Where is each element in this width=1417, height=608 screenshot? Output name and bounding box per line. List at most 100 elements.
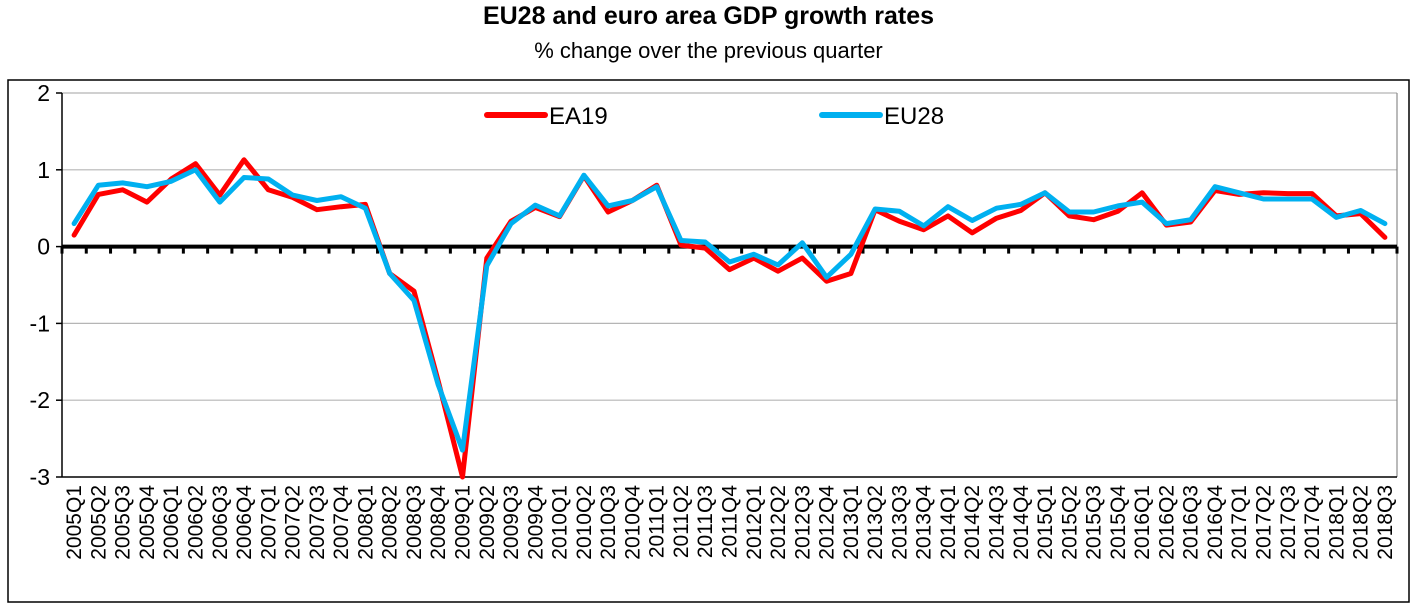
x-tick-mark: [376, 246, 380, 254]
x-tick-mark: [982, 246, 986, 254]
x-tick-mark: [1298, 246, 1302, 254]
x-tick-label: 2014Q4: [1010, 485, 1033, 560]
x-tick-mark: [1225, 246, 1229, 254]
x-tick-label: 2018Q1: [1325, 485, 1348, 560]
y-tick-label: -2: [30, 387, 50, 413]
x-tick-mark: [1322, 246, 1326, 254]
x-tick-label: 2007Q1: [257, 485, 280, 560]
x-tick-mark: [788, 246, 792, 254]
x-tick-mark: [837, 246, 841, 254]
y-tick-label: 1: [37, 157, 50, 183]
x-tick-label: 2012Q3: [791, 485, 814, 560]
x-tick-mark: [570, 246, 574, 254]
x-tick-mark: [400, 246, 404, 254]
x-tick-mark: [60, 246, 64, 254]
x-tick-mark: [1201, 246, 1205, 254]
x-tick-label: 2018Q2: [1350, 485, 1373, 560]
x-tick-label: 2016Q4: [1204, 485, 1227, 560]
x-tick-label: 2009Q1: [452, 485, 475, 560]
x-tick-mark: [473, 246, 477, 254]
chart-title: EU28 and euro area GDP growth rates: [482, 2, 935, 30]
x-tick-mark: [448, 246, 452, 254]
x-tick-mark: [885, 246, 889, 254]
x-tick-label: 2010Q1: [549, 485, 572, 560]
x-tick-label: 2013Q4: [913, 485, 936, 560]
x-tick-label: 2013Q3: [888, 485, 911, 560]
x-tick-mark: [643, 246, 647, 254]
x-tick-label: 2015Q2: [1058, 485, 1081, 560]
x-tick-label: 2005Q2: [87, 485, 110, 560]
x-tick-mark: [1249, 246, 1253, 254]
x-tick-mark: [1274, 246, 1278, 254]
x-tick-label: 2013Q1: [840, 485, 863, 560]
x-tick-mark: [1104, 246, 1108, 254]
x-tick-label: 2011Q2: [670, 485, 693, 558]
x-tick-mark: [157, 246, 161, 254]
x-tick-mark: [351, 246, 355, 254]
x-tick-label: 2012Q2: [767, 485, 790, 560]
x-tick-mark: [206, 246, 210, 254]
x-tick-label: 2010Q4: [621, 485, 644, 560]
x-tick-label: 2017Q4: [1301, 485, 1324, 560]
x-tick-label: 2007Q4: [330, 485, 353, 560]
x-tick-label: 2006Q2: [185, 485, 208, 560]
x-tick-mark: [424, 246, 428, 254]
x-tick-label: 2005Q1: [63, 485, 86, 560]
x-tick-mark: [181, 246, 185, 254]
x-tick-label: 2014Q2: [961, 485, 984, 560]
x-tick-mark: [958, 246, 962, 254]
x-tick-label: 2007Q2: [282, 485, 305, 560]
x-tick-mark: [327, 246, 331, 254]
x-tick-label: 2017Q1: [1228, 485, 1251, 560]
x-tick-mark: [740, 246, 744, 254]
x-tick-mark: [594, 246, 598, 254]
x-tick-label: 2010Q3: [597, 485, 620, 560]
x-tick-label: 2006Q3: [209, 485, 232, 560]
x-tick-label: 2013Q2: [864, 485, 887, 560]
x-tick-mark: [1055, 246, 1059, 254]
x-tick-mark: [109, 246, 113, 254]
x-tick-label: 2015Q3: [1083, 485, 1106, 560]
x-tick-label: 2009Q4: [524, 485, 547, 560]
x-tick-mark: [934, 246, 938, 254]
x-tick-label: 2006Q1: [160, 485, 183, 560]
x-tick-label: 2006Q4: [233, 485, 256, 560]
x-tick-mark: [1152, 246, 1156, 254]
x-tick-label: 2018Q3: [1374, 485, 1397, 560]
x-tick-label: 2012Q4: [816, 485, 839, 560]
x-tick-mark: [1346, 246, 1350, 254]
x-tick-mark: [1079, 246, 1083, 254]
legend-label-ea19: EA19: [549, 103, 608, 130]
x-tick-mark: [545, 246, 549, 254]
x-tick-mark: [1371, 246, 1375, 254]
x-tick-label: 2007Q3: [306, 485, 329, 560]
x-tick-mark: [691, 246, 695, 254]
x-tick-mark: [84, 246, 88, 254]
x-tick-label: 2009Q3: [500, 485, 523, 560]
x-tick-label: 2014Q3: [986, 485, 1009, 560]
legend-label-eu28: EU28: [884, 103, 944, 130]
x-tick-label: 2016Q3: [1180, 485, 1203, 560]
x-tick-label: 2005Q3: [112, 485, 135, 560]
x-tick-label: 2008Q3: [403, 485, 426, 560]
x-tick-label: 2015Q1: [1034, 485, 1057, 560]
x-tick-mark: [497, 246, 501, 254]
y-tick-label: -1: [30, 310, 50, 336]
x-tick-label: 2009Q2: [476, 485, 499, 560]
x-tick-label: 2012Q1: [743, 485, 766, 560]
x-tick-label: 2016Q1: [1131, 485, 1154, 560]
x-tick-label: 2011Q1: [646, 485, 669, 558]
x-tick-label: 2016Q2: [1155, 485, 1178, 560]
series-line-eu28: [71, 167, 1388, 453]
x-tick-label: 2014Q1: [937, 485, 960, 560]
x-tick-mark: [521, 246, 525, 254]
x-tick-label: 2008Q2: [379, 485, 402, 560]
x-tick-label: 2010Q2: [573, 485, 596, 560]
x-tick-label: 2011Q3: [694, 485, 717, 558]
x-tick-mark: [910, 246, 914, 254]
y-tick-label: 2: [37, 80, 50, 106]
x-tick-mark: [133, 246, 137, 254]
x-tick-label: 2017Q3: [1277, 485, 1300, 560]
